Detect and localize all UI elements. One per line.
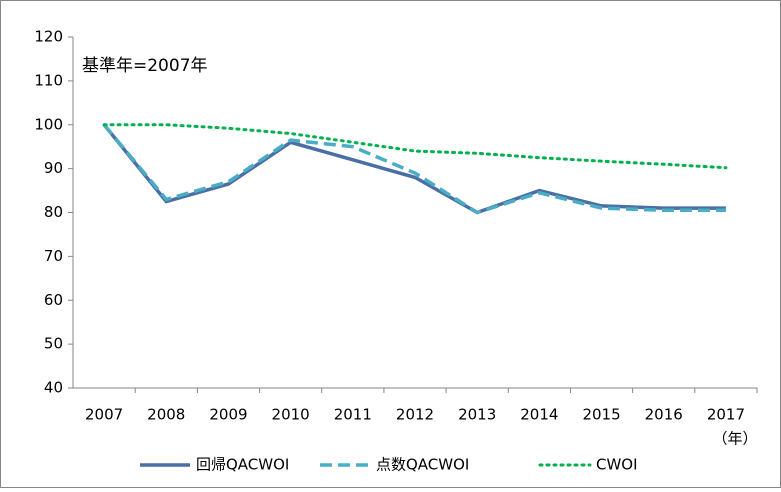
x-tick-label: 2014 <box>520 406 558 424</box>
y-tick-label: 110 <box>34 71 63 89</box>
x-tick-label: 2011 <box>334 406 372 424</box>
x-tick-label: 2010 <box>272 406 310 424</box>
y-tick-label: 40 <box>44 379 63 397</box>
series-line <box>102 123 726 215</box>
x-axis-label: （年） <box>712 430 757 448</box>
x-tick-label: 2012 <box>396 406 434 424</box>
annotation: 基準年=2007年 <box>82 56 208 76</box>
legend-label: 回帰QACWOI <box>196 456 289 474</box>
x-tick-label: 2017 <box>707 406 745 424</box>
y-tick-label: 80 <box>44 203 63 221</box>
x-tick-label: 2008 <box>147 406 185 424</box>
y-tick-label: 120 <box>34 28 63 46</box>
x-tick-label: 2013 <box>458 406 496 424</box>
y-tick-label: 70 <box>44 247 63 265</box>
x-tick-label: 2016 <box>645 406 683 424</box>
y-tick-label: 100 <box>34 115 63 133</box>
y-tick-label: 90 <box>44 159 63 177</box>
series-line <box>102 123 728 170</box>
legend-label: 点数QACWOI <box>376 456 469 474</box>
x-tick-label: 2015 <box>582 406 620 424</box>
x-tick-label: 2007 <box>85 406 123 424</box>
x-tick-label: 2009 <box>209 406 247 424</box>
legend-label: CWOI <box>596 456 638 474</box>
y-tick-label: 50 <box>44 335 63 353</box>
series-line <box>102 123 726 215</box>
y-tick-label: 60 <box>44 291 63 309</box>
